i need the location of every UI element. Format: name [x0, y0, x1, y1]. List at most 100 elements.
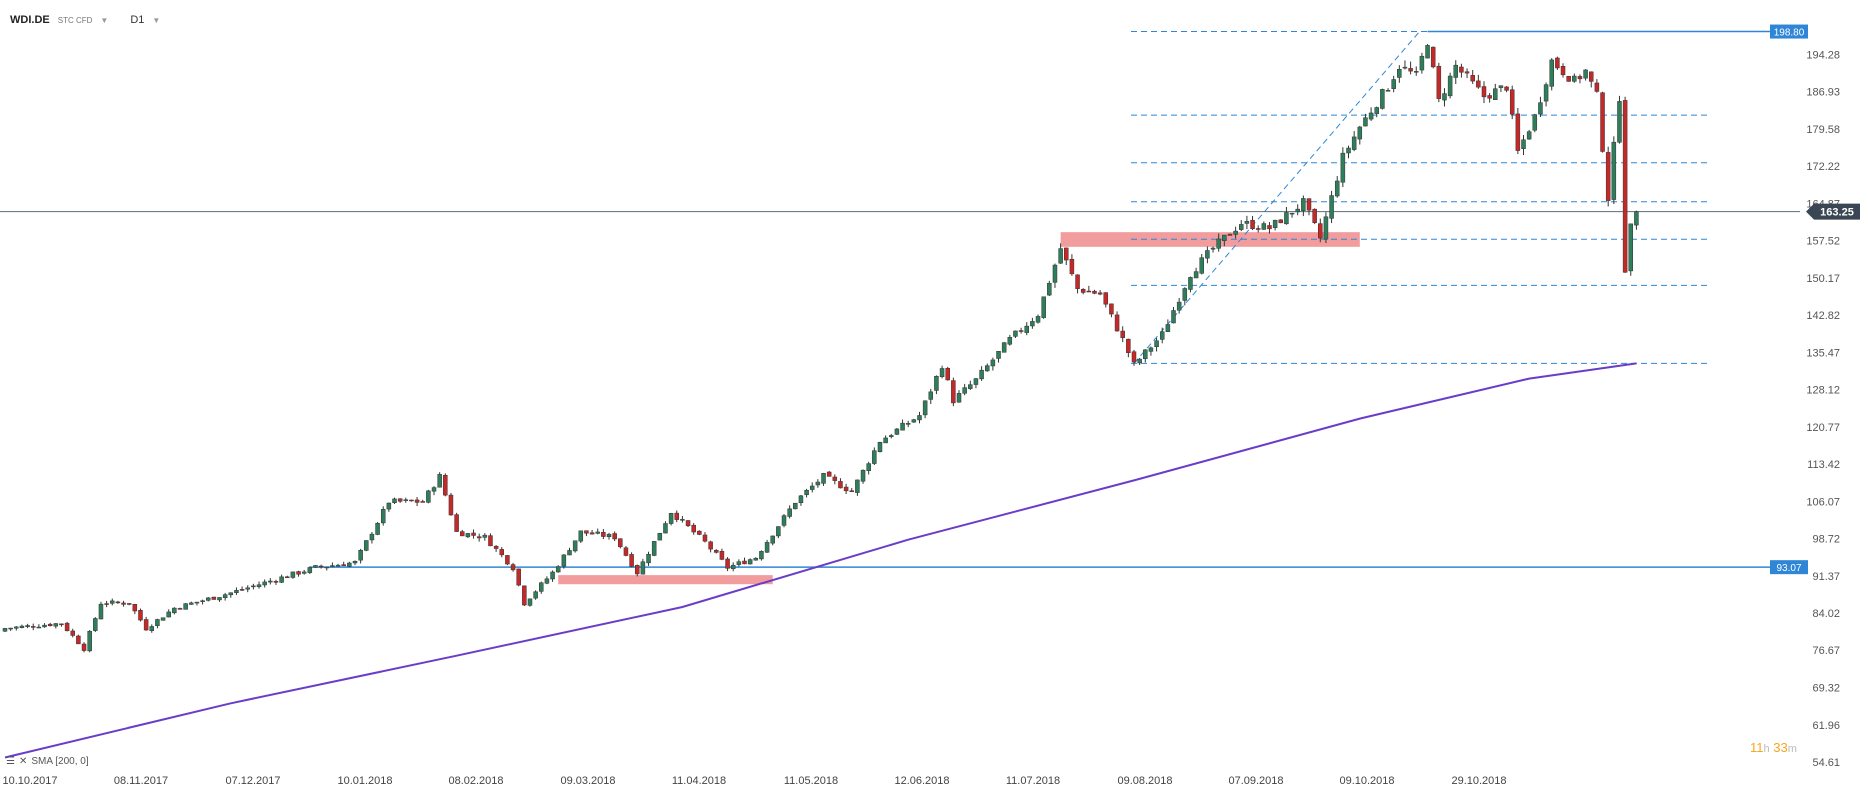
candle	[149, 624, 155, 633]
candle-body	[493, 545, 499, 549]
candle	[832, 474, 838, 485]
candle-body	[53, 623, 59, 627]
candle-body	[1143, 349, 1148, 360]
x-tick-label: 09.03.2018	[560, 775, 615, 787]
candle-body	[1374, 107, 1379, 114]
instrument-type-tag: STC CFD	[57, 15, 93, 25]
candle	[945, 366, 950, 381]
candle-body	[601, 531, 606, 537]
candle	[1340, 147, 1346, 188]
candle	[1086, 285, 1092, 293]
candle	[443, 473, 448, 497]
candle	[1261, 221, 1267, 230]
candle-body	[815, 481, 821, 486]
candle-body	[375, 522, 380, 535]
candle-body	[877, 442, 883, 452]
candle-body	[612, 533, 617, 540]
candle-body	[809, 485, 815, 490]
y-tick-label: 186.93	[1806, 87, 1840, 99]
candle-body	[228, 592, 234, 596]
candle	[251, 583, 256, 590]
candle-body	[872, 450, 877, 464]
candle-body	[1306, 198, 1312, 211]
indicator-close-icon[interactable]: ✕	[18, 756, 28, 767]
candle-body	[465, 533, 471, 538]
candle	[1419, 52, 1425, 74]
level-tag-93: 93.07	[1770, 560, 1808, 575]
candle	[110, 598, 115, 606]
candle	[1284, 206, 1289, 225]
candle-body	[330, 565, 335, 568]
candle-body	[1103, 292, 1109, 305]
candle-body	[409, 499, 414, 502]
candle	[25, 623, 30, 629]
candle-body	[674, 512, 680, 520]
candle-body	[1532, 114, 1538, 131]
candle-body	[70, 630, 75, 636]
candle	[352, 560, 358, 566]
candle-body	[437, 474, 442, 488]
candle	[657, 532, 663, 541]
x-tick-label: 08.11.2017	[114, 775, 168, 787]
candle	[1628, 223, 1634, 276]
candle-body	[115, 601, 121, 604]
candle	[53, 623, 59, 629]
candle-body	[595, 531, 600, 534]
candle	[849, 488, 854, 493]
candle	[403, 497, 409, 503]
level-tag-198: 198.80	[1770, 24, 1808, 39]
y-tick-label: 84.02	[1812, 608, 1840, 620]
symbol-dropdown-icon[interactable]: ▼	[100, 15, 109, 25]
x-axis: 10.10.2017 08.11.2017 07.12.2017 10.01.2018…	[2, 775, 1506, 787]
candle-body	[1001, 342, 1007, 353]
candle	[815, 479, 821, 488]
candle-body	[1120, 330, 1125, 338]
candle	[36, 624, 42, 629]
candle	[1103, 292, 1109, 308]
candle-body	[691, 524, 696, 533]
candle	[663, 521, 668, 534]
candle	[1538, 96, 1543, 117]
symbol-label[interactable]: WDI.DE	[10, 14, 50, 26]
candle	[1329, 190, 1334, 224]
candle	[1402, 60, 1408, 70]
candle-body	[324, 566, 330, 569]
candle-body	[787, 508, 792, 517]
candle	[454, 512, 459, 532]
candle	[968, 380, 973, 390]
candle	[273, 579, 279, 585]
candle-body	[222, 594, 228, 598]
candle	[330, 562, 335, 568]
candle-body	[443, 474, 448, 496]
indicator-menu-icon[interactable]: ☰	[6, 756, 15, 767]
candle-body	[646, 554, 651, 564]
candle	[59, 623, 64, 627]
candle	[578, 530, 584, 543]
candle-body	[1069, 258, 1075, 275]
candle	[1481, 81, 1487, 104]
candle	[1239, 220, 1244, 232]
candle-body	[832, 476, 838, 481]
candle	[1035, 314, 1041, 324]
indicator-legend[interactable]: ☰ ✕ SMA [200, 0]	[6, 756, 89, 767]
candle-body	[1035, 316, 1041, 323]
candle-body	[753, 557, 759, 561]
candle-body	[1109, 303, 1114, 315]
resistance-zone	[1060, 232, 1360, 247]
candle	[222, 592, 228, 601]
candle-body	[1487, 95, 1492, 99]
candle	[1509, 85, 1515, 120]
candle-body	[1244, 220, 1250, 224]
candle	[19, 624, 25, 629]
timeframe-selector[interactable]: D1	[130, 14, 145, 26]
candle-body	[268, 580, 273, 583]
candle-body	[651, 541, 657, 556]
candle	[1272, 219, 1278, 231]
candle	[279, 574, 284, 583]
candle-body	[996, 351, 1001, 359]
timeframe-dropdown-icon[interactable]: ▼	[152, 15, 161, 25]
candle	[1549, 58, 1554, 91]
candle	[380, 506, 386, 526]
candle	[1267, 222, 1272, 234]
